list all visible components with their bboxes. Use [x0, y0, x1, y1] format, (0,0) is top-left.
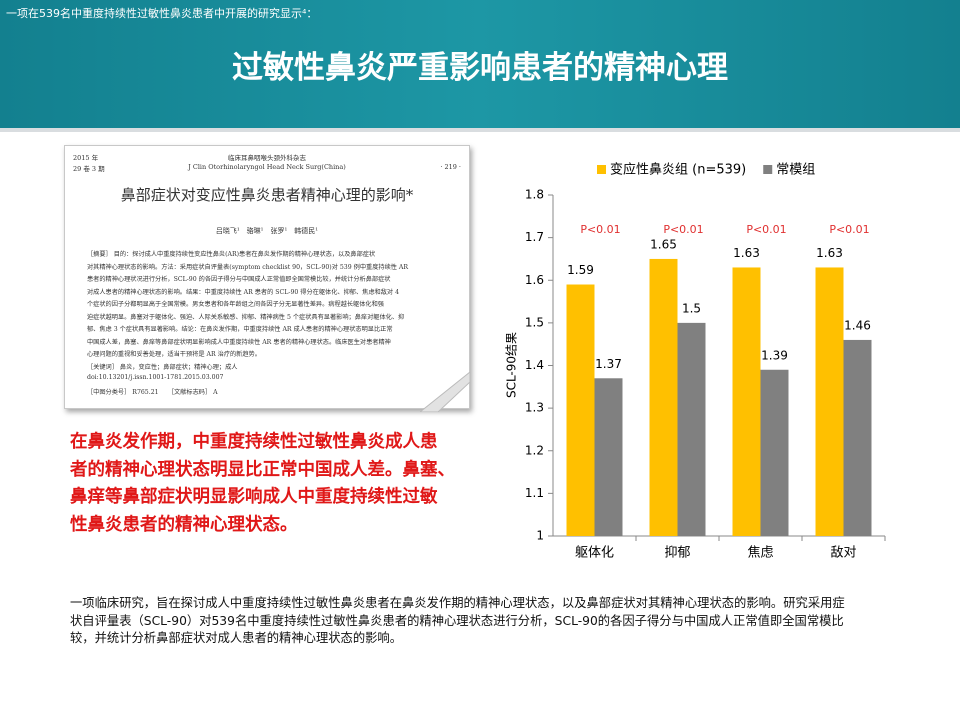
legend-label: 常模组	[776, 163, 815, 178]
paper-image: 2015 年 29 卷 3 期 临床耳鼻咽喉头颈外科杂志 J Clin Otor…	[64, 145, 470, 409]
bar	[594, 378, 623, 536]
y-tick-label: 1.7	[525, 230, 544, 244]
page-fold	[420, 372, 470, 412]
bar	[649, 258, 678, 536]
bar	[677, 322, 706, 536]
value-label: 1.39	[761, 348, 788, 362]
x-tick-label: 抑郁	[664, 546, 690, 561]
abstract-line: 迫症状越明显。鼻塞对于躯体化、强迫、人际关系敏感、抑郁、精神病性 5 个症状具有…	[87, 313, 405, 321]
value-label: 1.63	[733, 246, 760, 260]
abstract-line: 个症状的因子分都明显高于全国常模。男女患者和各年龄组之间各因子分无显著性差异。病…	[87, 301, 384, 308]
bar	[843, 339, 872, 536]
x-tick-label: 躯体化	[575, 545, 614, 561]
header-note: 一项在539名中重度持续性过敏性鼻炎患者中开展的研究显示⁴：	[6, 7, 318, 20]
legend-swatch	[597, 165, 606, 174]
bar	[815, 267, 844, 536]
value-label: 1.46	[844, 318, 871, 332]
abstract-line: 患者的精神心理状况进行分析，SCL-90 的各因子得分与中国成人正常值即全国常模…	[87, 276, 391, 283]
abstract-line: 对成人患者的精神心理状态的影响。结果：中重度持续性 AR 患者的 SCL-90 …	[87, 288, 400, 296]
slide-title: 过敏性鼻炎严重影响患者的精神心理	[232, 50, 728, 86]
value-label: 1.63	[816, 246, 843, 260]
paper-title: 鼻部症状对变应性鼻炎患者精神心理的影响*	[120, 186, 414, 204]
paper-journal-en: J Clin Otorhinolaryngol Head Neck Surg(C…	[188, 163, 346, 171]
value-label: 1.65	[650, 237, 677, 251]
abstract-line: 郁、焦虑 3 个症状具有显著影响。结论：在鼻炎发作期，中重度持续性 AR 成人患…	[87, 326, 393, 333]
legend-swatch	[763, 165, 773, 174]
y-tick-label: 1.4	[525, 358, 544, 372]
annotation: P<0.01	[746, 223, 786, 236]
x-tick-label: 焦虑	[747, 546, 773, 561]
bar	[760, 369, 789, 536]
paper-page: · 219 ·	[440, 163, 461, 171]
x-tick-label: 敌对	[830, 546, 856, 561]
y-tick-label: 1.8	[525, 188, 544, 202]
paper-authors: 吕晓飞¹ 骆琳¹ 张罗¹ 韩德民¹	[215, 227, 319, 235]
annotation: P<0.01	[829, 223, 869, 236]
abstract-line: 中国成人差，鼻塞、鼻痒等鼻部症状明显影响成人中重度持续性 AR 患者的精神心理状…	[87, 338, 391, 346]
value-label: 1.59	[567, 263, 594, 277]
bar	[732, 267, 761, 536]
highlight-line: 鼻痒等鼻部症状明显影响成人中重度持续性过敏	[70, 487, 438, 507]
y-tick-label: 1	[536, 529, 544, 543]
annotation: P<0.01	[663, 223, 703, 236]
paper-journal: 临床耳鼻咽喉头颈外科杂志	[228, 154, 306, 162]
abstract-line: doi:10.13201/j.issn.1001-1781.2015.03.00…	[87, 374, 224, 381]
y-tick-label: 1.3	[525, 401, 544, 415]
y-tick-label: 1.6	[525, 273, 544, 287]
highlight-line: 性鼻炎患者的精神心理状态。	[70, 514, 298, 535]
y-tick-label: 1.5	[525, 315, 544, 329]
annotation: P<0.01	[580, 223, 620, 236]
value-label: 1.37	[595, 357, 622, 371]
footer-line: 一项临床研究，旨在探讨成人中重度持续性过敏性鼻炎患者在鼻炎发作期的精神心理状态，…	[70, 596, 845, 610]
y-tick-label: 1.2	[525, 443, 544, 457]
footer-line: 较，并统计分析鼻部症状对成人患者的精神心理状态的影响。	[70, 631, 403, 645]
y-axis-label: SCL-90结果	[505, 332, 519, 398]
footer-line: 状自评量表（SCL-90）对539名中重度持续性过敏性鼻炎患者的精神心理状态进行…	[70, 613, 844, 628]
bar	[566, 284, 595, 536]
abstract-line: ［中图分类号］ R765.21 ［文献标志码］ A	[87, 388, 218, 396]
paper-year: 2015 年	[73, 154, 99, 162]
abstract-line: 心理问题的重视和妥善处理，适当干预将是 AR 治疗的新趋势。	[87, 351, 261, 358]
header-band	[0, 0, 960, 132]
legend-label: 变应性鼻炎组 (n=539)	[610, 162, 746, 178]
value-label: 1.5	[682, 301, 701, 315]
highlight-line: 者的精神心理状态明显比正常中国成人差。鼻塞、	[70, 459, 455, 480]
abstract-line: ［摘要］ 目的：探讨成人中重度持续性变应性鼻炎(AR)患者在鼻炎发作期的精神心理…	[87, 251, 376, 258]
abstract-line: 对其精神心理状态的影响。方法：采用症状自评量表(symptom checklis…	[87, 263, 409, 271]
highlight-line: 在鼻炎发作期，中重度持续性过敏性鼻炎成人患	[70, 432, 438, 452]
paper-volume: 29 卷 3 期	[73, 165, 105, 173]
y-tick-label: 1.1	[525, 486, 544, 500]
abstract-line: ［关键词］ 鼻炎，变应性；鼻部症状；精神心理；成人	[87, 363, 238, 371]
